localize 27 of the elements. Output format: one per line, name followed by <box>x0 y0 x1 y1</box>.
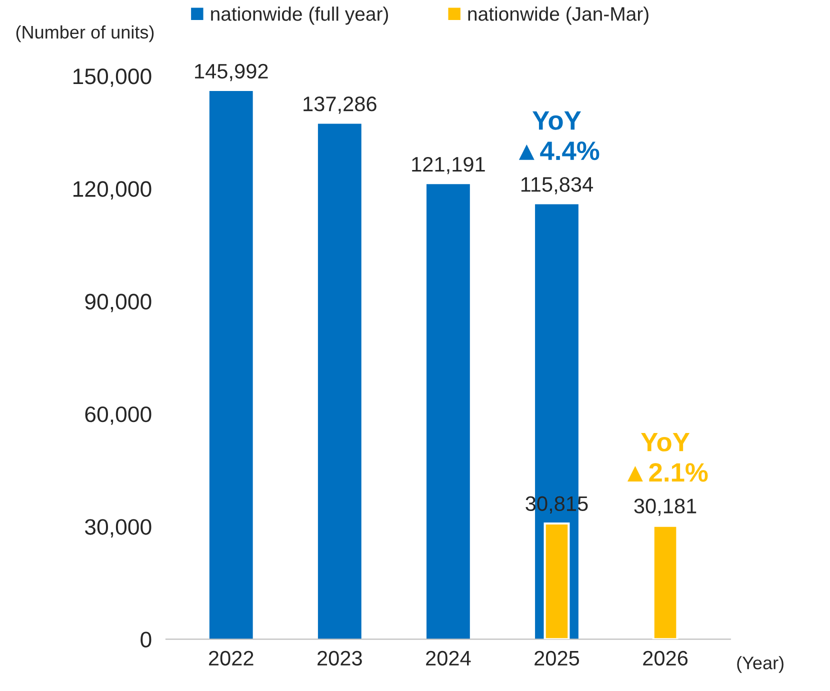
data-label: 121,191 <box>412 156 485 174</box>
data-label: 137,286 <box>304 96 376 114</box>
bar <box>652 524 678 640</box>
annotation: YoY ▲4.4% <box>518 111 600 160</box>
bar <box>544 522 570 640</box>
bar <box>209 91 253 640</box>
data-label: 145,992 <box>195 64 268 82</box>
y-tick-label: 120,000 <box>73 181 152 200</box>
x-tick-label: 2025 <box>534 650 580 666</box>
data-label: 115,834 <box>521 177 594 194</box>
y-tick-label: 60,000 <box>85 406 152 425</box>
x-axis-title: (Year) <box>737 656 784 673</box>
y-tick-label: 30,000 <box>84 519 152 538</box>
y-axis-title: (Number of units) <box>16 25 154 42</box>
bar <box>318 124 362 640</box>
data-label: 30,181 <box>634 498 696 516</box>
y-tick-label: 150,000 <box>73 68 152 87</box>
legend-label: nationwide (full year) <box>211 6 388 25</box>
legend-label: nationwide (Jan-Mar) <box>468 6 648 25</box>
x-tick-label: 2026 <box>643 650 688 666</box>
x-tick-label: 2024 <box>426 650 471 666</box>
x-tick-label: 2023 <box>318 650 362 666</box>
x-tick-label: 2022 <box>209 650 254 666</box>
bar <box>426 184 470 640</box>
y-tick-label: 90,000 <box>85 294 152 312</box>
annotation: YoY ▲2.1% <box>627 433 708 482</box>
y-tick-label: 0 <box>140 632 152 648</box>
